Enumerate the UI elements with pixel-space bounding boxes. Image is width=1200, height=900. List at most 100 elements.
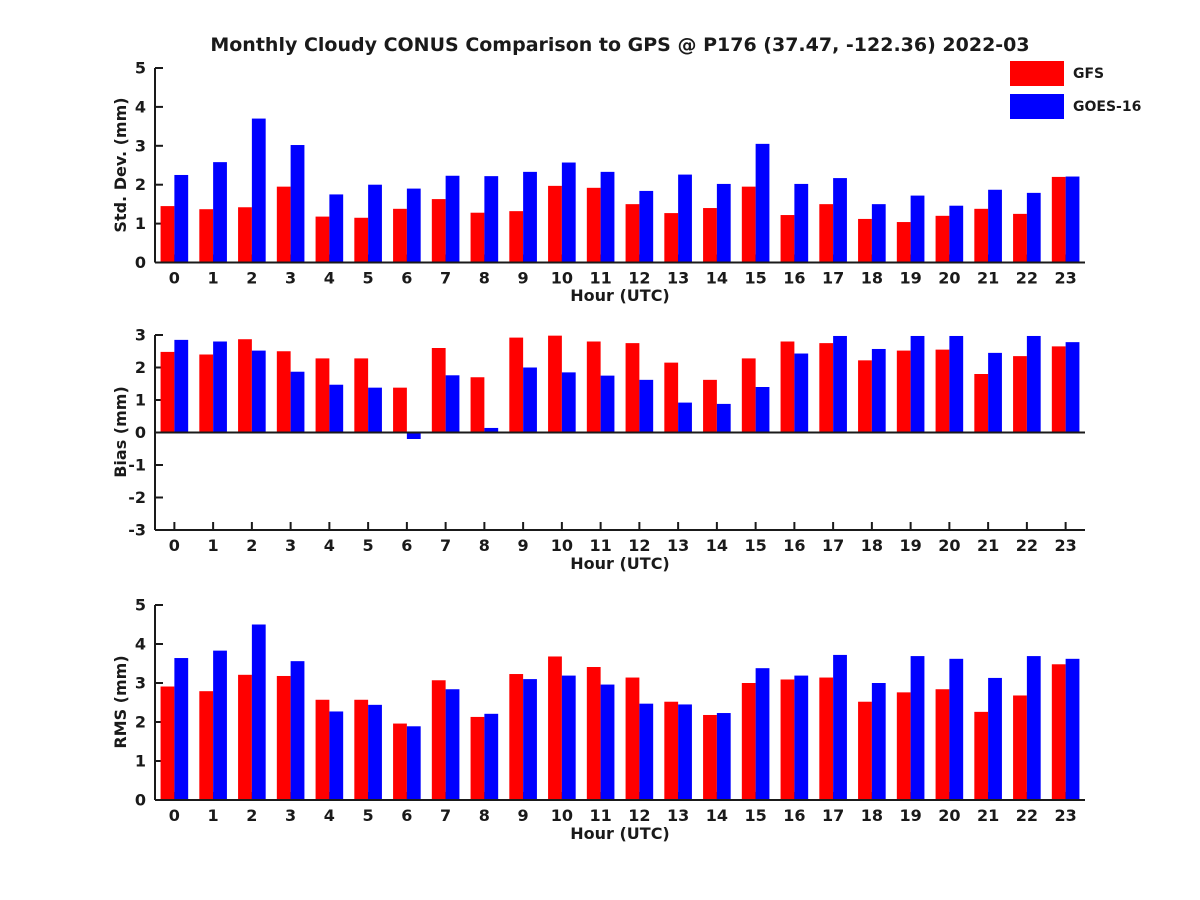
bar-gfs: [509, 337, 524, 433]
bar-gfs: [625, 343, 640, 433]
bar-gfs: [1051, 346, 1066, 433]
bar-gfs: [974, 208, 989, 263]
x-tick-label: 14: [706, 806, 728, 825]
gfs-color-swatch: [1010, 61, 1064, 86]
bar-goes-16: [678, 704, 692, 800]
x-tick-label: 4: [324, 536, 335, 555]
legend-item-gfs: GFS: [1010, 61, 1141, 86]
x-tick-label: 23: [1054, 269, 1076, 288]
bar-gfs: [703, 208, 717, 263]
x-tick-label: 0: [169, 806, 180, 825]
x-tick-label: 13: [667, 806, 689, 825]
bar-goes-16: [290, 145, 305, 263]
bar-goes-16: [910, 656, 925, 800]
rms-x-axis-label: Hour (UTC): [570, 824, 670, 843]
x-tick-label: 13: [667, 536, 689, 555]
x-tick-label: 21: [977, 806, 999, 825]
y-tick-label: 3: [135, 674, 146, 693]
bar-goes-16: [949, 205, 964, 263]
x-tick-label: 11: [589, 806, 611, 825]
bar-goes-16: [1026, 335, 1041, 433]
bar-goes-16: [871, 683, 886, 800]
x-tick-label: 18: [861, 536, 883, 555]
x-tick-label: 15: [744, 806, 766, 825]
bar-goes-16: [600, 375, 615, 433]
bar-goes-16: [794, 183, 809, 263]
bar-gfs: [238, 207, 252, 263]
bar-goes-16: [251, 118, 266, 263]
legend: GFS GOES-16: [1010, 61, 1141, 127]
bar-goes-16: [600, 684, 615, 800]
x-tick-label: 14: [706, 269, 728, 288]
bar-goes-16: [716, 403, 731, 433]
y-tick-label: 4: [135, 635, 146, 654]
x-tick-label: 3: [285, 269, 296, 288]
bar-goes-16: [716, 713, 731, 800]
bar-gfs: [431, 348, 446, 433]
bar-gfs: [780, 341, 795, 433]
x-tick-label: 5: [363, 536, 374, 555]
bar-goes-16: [716, 183, 731, 263]
bar-goes-16: [174, 658, 189, 800]
bar-gfs: [315, 358, 330, 433]
x-tick-label: 20: [938, 269, 960, 288]
y-tick-label: 1: [135, 752, 146, 771]
bar-gfs: [935, 215, 950, 263]
bar-gfs: [896, 350, 911, 433]
stddev-x-axis-label: Hour (UTC): [570, 286, 670, 305]
x-tick-label: 19: [899, 806, 921, 825]
bar-goes-16: [794, 675, 809, 800]
bar-goes-16: [988, 189, 1002, 263]
bar-gfs: [586, 187, 601, 263]
y-tick-label: 5: [135, 596, 146, 615]
bar-gfs: [393, 208, 407, 263]
x-tick-label: 23: [1054, 536, 1076, 555]
x-tick-label: 0: [169, 269, 180, 288]
bar-gfs: [509, 211, 524, 263]
bar-gfs: [160, 206, 175, 263]
x-tick-label: 22: [1016, 536, 1038, 555]
bar-gfs: [625, 204, 640, 263]
bar-goes-16: [406, 432, 421, 439]
bar-gfs: [935, 349, 950, 433]
gfs-legend-label: GFS: [1073, 65, 1105, 82]
bar-gfs: [431, 199, 446, 263]
x-tick-label: 8: [479, 536, 490, 555]
bar-gfs: [741, 683, 756, 800]
x-tick-label: 16: [783, 806, 805, 825]
bar-gfs: [703, 379, 717, 433]
bar-gfs: [858, 701, 872, 800]
bar-goes-16: [871, 204, 886, 263]
bar-gfs: [470, 212, 485, 263]
bar-gfs: [896, 222, 911, 263]
bar-gfs: [625, 677, 640, 800]
x-tick-label: 4: [324, 269, 335, 288]
bar-goes-16: [1065, 176, 1080, 263]
bar-goes-16: [174, 339, 189, 433]
bar-goes-16: [794, 353, 809, 433]
bar-goes-16: [988, 677, 1002, 800]
y-tick-label: -1: [128, 456, 146, 475]
x-tick-label: 22: [1016, 269, 1038, 288]
bar-gfs: [819, 343, 834, 433]
y-tick-label: 2: [135, 358, 146, 377]
bar-goes-16: [368, 387, 382, 433]
bar-gfs: [858, 218, 872, 263]
bar-goes-16: [523, 367, 537, 433]
y-tick-label: 2: [135, 713, 146, 732]
bar-goes-16: [290, 371, 305, 433]
x-tick-label: 3: [285, 536, 296, 555]
y-tick-label: -3: [128, 521, 146, 540]
bar-goes-16: [445, 689, 460, 800]
bar-gfs: [548, 656, 562, 800]
bar-goes-16: [329, 194, 344, 263]
x-tick-label: 4: [324, 806, 335, 825]
bar-goes-16: [523, 171, 537, 263]
bar-gfs: [238, 339, 252, 433]
bar-goes-16: [833, 335, 847, 433]
bar-goes-16: [988, 352, 1002, 433]
bar-gfs: [664, 362, 679, 433]
bar-goes-16: [251, 624, 266, 800]
bar-gfs: [741, 186, 756, 263]
bar-goes-16: [368, 704, 382, 800]
